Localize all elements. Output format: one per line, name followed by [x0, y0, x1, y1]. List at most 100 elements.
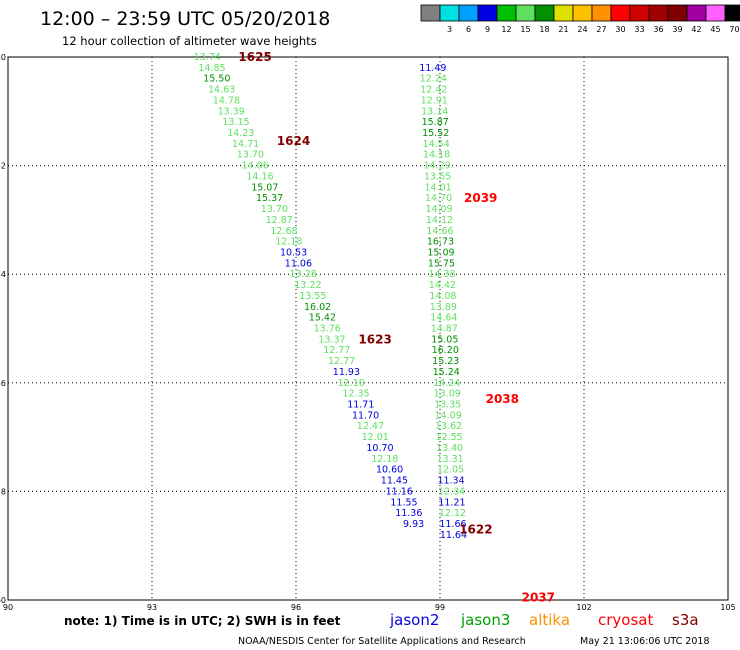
color-scale-label: 15 [520, 25, 530, 34]
swh-value-label: 13.70 [261, 204, 288, 215]
swh-value-label: 11.55 [390, 497, 417, 508]
color-scale-swatch [648, 4, 669, 22]
color-scale-label: 21 [558, 25, 568, 34]
swh-value-label: 11.45 [381, 476, 408, 487]
swh-value-label: 12.01 [362, 432, 389, 443]
swh-value-label: 12.87 [266, 215, 293, 226]
swh-value-label: 11.16 [386, 486, 413, 497]
color-scale-swatch [705, 4, 726, 22]
track-pass-label: 2038 [486, 392, 519, 406]
color-scale-swatch [686, 4, 707, 22]
swh-value-label: 14.54 [423, 139, 450, 150]
color-scale-label: 39 [672, 25, 682, 34]
swh-value-label: 14.64 [430, 313, 457, 324]
footer-credit: NOAA/NESDIS Center for Satellite Applica… [238, 636, 526, 647]
x-tick-label: 99 [435, 603, 445, 612]
swh-value-label: 13.89 [430, 302, 457, 313]
satellite-legend-item: jason2 [389, 611, 439, 629]
swh-value-label: 14.09 [425, 204, 452, 215]
swh-value-label: 11.49 [419, 63, 446, 74]
swh-value-label: 12.35 [342, 389, 369, 400]
swh-value-label: 14.18 [423, 150, 450, 161]
satellite-legend-item: jason3 [460, 611, 510, 629]
swh-value-label: 13.22 [294, 280, 321, 291]
swh-value-label: 10.53 [280, 247, 307, 258]
track-pass-label: 2039 [464, 191, 497, 205]
swh-value-label: 14.85 [198, 63, 225, 74]
swh-value-label: 12.34 [438, 486, 465, 497]
swh-value-label: 13.35 [434, 400, 461, 411]
swh-value-label: 12.18 [371, 454, 398, 465]
swh-value-label: 14.06 [242, 161, 269, 172]
grid-lines [8, 57, 728, 600]
plot-frame [7, 56, 729, 601]
swh-value-label: 11.64 [440, 530, 467, 541]
color-scale-swatch [458, 4, 479, 22]
swh-value-label: 16.20 [432, 345, 459, 356]
swh-value-label: 12.24 [420, 74, 447, 85]
color-scale-swatch [439, 4, 460, 22]
swh-value-label: 12.18 [275, 237, 302, 248]
track-pass-label: 1623 [358, 332, 391, 346]
swh-value-label: 14.38 [428, 269, 455, 280]
swh-value-label: 12.05 [437, 465, 464, 476]
color-scale-label: 27 [596, 25, 606, 34]
color-scale-swatch [515, 4, 536, 22]
swh-value-label: 16.73 [427, 237, 454, 248]
swh-value-label: 13.31 [436, 454, 463, 465]
color-scale-swatch [553, 4, 574, 22]
color-scale-label: 45 [710, 25, 720, 34]
footer-note: note: 1) Time is in UTC; 2) SWH is in fe… [64, 614, 341, 628]
swh-value-label: 13.55 [299, 291, 326, 302]
swh-value-label: 13.09 [434, 389, 461, 400]
swh-value-label: 14.87 [431, 324, 458, 335]
swh-value-label: 12.91 [421, 95, 448, 106]
color-scale-label: 70 [729, 25, 739, 34]
swh-value-label: 14.01 [424, 182, 451, 193]
color-scale-swatch [610, 4, 631, 22]
swh-value-label: 13.55 [424, 171, 451, 182]
color-scale-label: 9 [485, 25, 490, 34]
color-scale-swatch [667, 4, 688, 22]
swh-value-label: 15.42 [309, 313, 336, 324]
swh-value-label: 12.12 [439, 508, 466, 519]
satellite-legend: jason2 jason3 altika cryosat s3a [389, 611, 699, 629]
swh-value-label: 15.87 [422, 117, 449, 128]
swh-value-label: 11.06 [285, 258, 312, 269]
track-pass-label: 1625 [238, 50, 271, 64]
swh-value-label: 13.74 [194, 52, 221, 63]
track-pass-label: 2037 [522, 590, 555, 604]
chart-subtitle: 12 hour collection of altimeter wave hei… [62, 34, 317, 48]
swh-value-label: 13.40 [436, 443, 463, 454]
color-scale-label: 24 [577, 25, 587, 34]
track-labels: 1625 1624 1623 1622 2039 2038 2037 [238, 50, 555, 604]
color-scale-label: 36 [653, 25, 663, 34]
swh-value-label: 14.23 [227, 128, 254, 139]
swh-value-label: 13.76 [314, 324, 341, 335]
swh-value-label: 11.93 [333, 367, 360, 378]
x-tick-label: 90 [3, 603, 13, 612]
swh-value-label: 14.66 [426, 226, 453, 237]
y-tick-label: -56 [0, 379, 6, 388]
swh-value-label: 15.37 [256, 193, 283, 204]
swh-value-label: 10.70 [366, 443, 393, 454]
y-tick-label: -52 [0, 162, 6, 171]
color-scale-swatch [591, 4, 612, 22]
swh-value-label: 15.52 [422, 128, 449, 139]
color-scale-label: 42 [691, 25, 701, 34]
chart-title: 12:00 – 23:59 UTC 05/20/2018 [40, 8, 330, 30]
swh-value-label: 11.66 [439, 519, 466, 530]
swh-value-label: 15.07 [251, 182, 278, 193]
swh-value-label: 15.50 [203, 74, 230, 85]
swh-value-label: 9.93 [403, 519, 424, 530]
swh-value-label: 15.09 [427, 247, 454, 258]
swh-value-label: 13.62 [435, 421, 462, 432]
color-scale-swatch [724, 4, 740, 22]
swh-value-label: 14.63 [208, 85, 235, 96]
swh-value-label: 13.28 [290, 269, 317, 280]
swh-value-label: 13.70 [237, 150, 264, 161]
swh-value-label: 14.08 [429, 291, 456, 302]
color-scale-label: 3 [447, 25, 452, 34]
swh-value-label: 15.23 [432, 356, 459, 367]
